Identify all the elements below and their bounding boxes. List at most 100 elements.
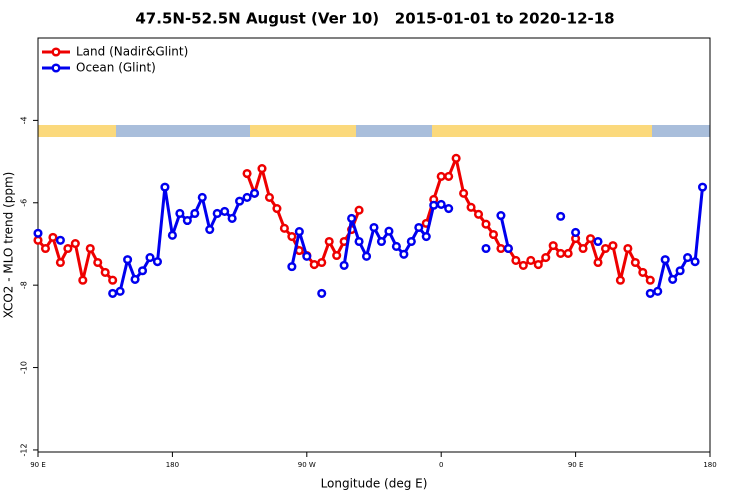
data-point — [78, 275, 88, 285]
data-point — [429, 200, 439, 210]
data-point — [623, 243, 633, 254]
data-point — [593, 257, 603, 268]
data-point — [160, 182, 170, 192]
y-tick-label: -12 — [20, 443, 29, 456]
data-point — [123, 255, 133, 265]
data-point — [369, 222, 379, 233]
x-tick-label: 0 — [439, 461, 443, 469]
data-point — [436, 171, 446, 181]
data-point — [137, 266, 148, 276]
y-axis-label: XCO2 - MLO trend (ppm) — [2, 172, 16, 319]
data-point — [660, 255, 670, 265]
data-point — [473, 209, 484, 219]
data-point — [63, 243, 73, 254]
data-point — [324, 236, 334, 247]
legend-marker — [51, 63, 61, 73]
data-point — [257, 164, 267, 174]
y-tick-label: -8 — [20, 281, 29, 289]
y-tick-label: -6 — [20, 199, 29, 207]
data-point — [645, 288, 655, 298]
x-tick-label: 90 E — [30, 461, 46, 469]
x-tick-label: 180 — [703, 461, 716, 469]
data-point — [451, 153, 461, 163]
data-point — [459, 188, 469, 198]
data-point — [615, 275, 625, 285]
data-point — [212, 208, 222, 219]
data-point — [145, 253, 155, 263]
data-point — [675, 266, 685, 276]
legend-label: Land (Nadir&Glint) — [76, 45, 188, 59]
data-point — [93, 257, 103, 268]
data-point — [571, 227, 581, 237]
data-point — [48, 232, 58, 242]
data-point — [182, 215, 192, 226]
data-point — [384, 226, 394, 236]
data-point — [683, 253, 693, 263]
data-point — [526, 255, 536, 265]
data-point — [399, 249, 409, 259]
data-point — [287, 262, 297, 272]
data-point — [205, 225, 215, 235]
data-point — [190, 208, 200, 219]
data-point — [421, 232, 431, 242]
data-point — [175, 208, 185, 219]
data-point — [130, 274, 140, 284]
data-point — [55, 257, 65, 268]
data-point — [354, 205, 364, 215]
data-point — [249, 188, 260, 198]
data-point — [332, 250, 342, 261]
data-point — [556, 211, 566, 221]
data-point — [100, 267, 110, 277]
data-point — [496, 210, 506, 221]
data-point — [481, 219, 491, 229]
data-point — [235, 196, 245, 206]
data-point — [511, 255, 521, 265]
land-strip — [432, 125, 652, 137]
data-point — [645, 275, 655, 285]
data-point — [391, 241, 401, 251]
data-point — [85, 243, 95, 254]
data-point — [548, 241, 558, 251]
data-point — [481, 243, 491, 254]
data-point — [40, 243, 51, 254]
data-point — [264, 192, 275, 202]
data-point — [339, 260, 349, 270]
data-point — [242, 168, 252, 179]
data-point — [488, 229, 499, 240]
data-point — [585, 234, 596, 244]
data-point — [272, 203, 282, 214]
data-point — [593, 236, 603, 247]
data-point — [317, 257, 327, 268]
data-point — [108, 288, 118, 298]
data-point — [466, 202, 476, 212]
data-point — [496, 243, 506, 254]
chart-title: 47.5N-52.5N August (Ver 10) 2015-01-01 t… — [135, 10, 614, 28]
data-point — [600, 243, 611, 254]
data-point — [563, 248, 573, 258]
plot-frame — [37, 37, 711, 453]
data-point — [436, 199, 446, 209]
data-point — [444, 171, 454, 181]
data-point — [302, 251, 312, 261]
x-tick-label: 90 E — [568, 461, 584, 469]
x-tick-label: 90 W — [298, 461, 316, 469]
land-strip — [250, 125, 356, 137]
data-point — [630, 257, 640, 268]
data-point — [533, 260, 543, 270]
data-point — [347, 213, 357, 223]
data-point — [227, 213, 237, 223]
data-point — [108, 275, 118, 285]
data-point — [197, 192, 207, 202]
land-strip — [38, 125, 116, 137]
data-point — [690, 257, 700, 267]
data-point — [115, 286, 125, 296]
data-point — [556, 248, 566, 258]
data-point — [668, 274, 678, 284]
data-point — [294, 227, 304, 237]
x-axis-label: Longitude (deg E) — [321, 477, 428, 491]
data-point — [220, 206, 230, 216]
legend-marker — [51, 47, 61, 57]
data-point — [578, 243, 588, 254]
data-point — [697, 182, 708, 192]
